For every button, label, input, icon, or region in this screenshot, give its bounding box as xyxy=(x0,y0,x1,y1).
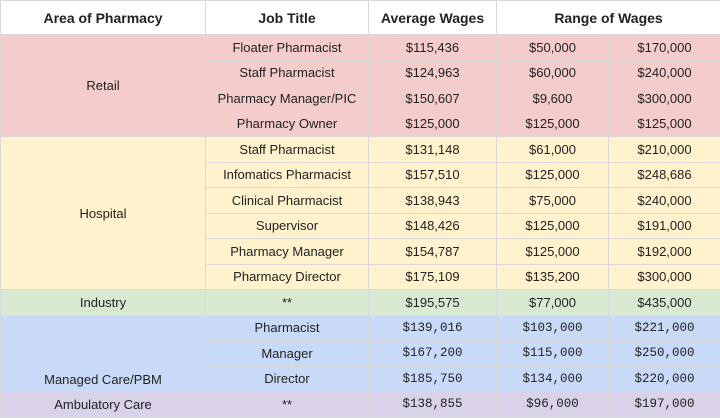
area-cell: Hospital xyxy=(1,137,206,290)
range-max-cell: $300,000 xyxy=(609,264,720,290)
range-max-cell: $197,000 xyxy=(609,392,720,418)
job-title-cell: Staff Pharmacist xyxy=(206,137,369,163)
range-min-cell: $115,000 xyxy=(497,341,609,367)
job-title-cell: Staff Pharmacist xyxy=(206,60,369,86)
job-title-cell: Manager xyxy=(206,341,369,367)
job-title-cell: Director xyxy=(206,366,369,392)
range-min-cell: $50,000 xyxy=(497,35,609,61)
job-title-cell: Pharmacy Manager xyxy=(206,239,369,265)
average-wage-cell: $124,963 xyxy=(369,60,497,86)
range-min-cell: $77,000 xyxy=(497,290,609,316)
range-max-cell: $240,000 xyxy=(609,60,720,86)
job-title-cell: Pharmacy Owner xyxy=(206,111,369,137)
average-wage-cell: $131,148 xyxy=(369,137,497,163)
job-title-cell: Pharmacy Director xyxy=(206,264,369,290)
range-max-cell: $435,000 xyxy=(609,290,720,316)
average-wage-cell: $150,607 xyxy=(369,86,497,112)
average-wage-cell: $154,787 xyxy=(369,239,497,265)
range-min-cell: $135,200 xyxy=(497,264,609,290)
range-min-cell: $75,000 xyxy=(497,188,609,214)
average-wage-cell: $157,510 xyxy=(369,162,497,188)
range-max-cell: $220,000 xyxy=(609,366,720,392)
job-title-cell: Supervisor xyxy=(206,213,369,239)
header-range-of-wages: Range of Wages xyxy=(497,1,720,35)
header-row: Area of Pharmacy Job Title Average Wages… xyxy=(1,1,720,35)
table-row: Ambulatory Care**$138,855$96,000$197,000 xyxy=(1,392,720,418)
range-max-cell: $300,000 xyxy=(609,86,720,112)
range-max-cell: $191,000 xyxy=(609,213,720,239)
job-title-cell: ** xyxy=(206,290,369,316)
range-max-cell: $125,000 xyxy=(609,111,720,137)
table-row: Industry**$195,575$77,000$435,000 xyxy=(1,290,720,316)
range-max-cell: $221,000 xyxy=(609,315,720,341)
average-wage-cell: $167,200 xyxy=(369,341,497,367)
header-average-wages: Average Wages xyxy=(369,1,497,35)
range-min-cell: $134,000 xyxy=(497,366,609,392)
range-max-cell: $210,000 xyxy=(609,137,720,163)
range-max-cell: $248,686 xyxy=(609,162,720,188)
header-job-title: Job Title xyxy=(206,1,369,35)
range-max-cell: $170,000 xyxy=(609,35,720,61)
range-min-cell: $125,000 xyxy=(497,239,609,265)
average-wage-cell: $125,000 xyxy=(369,111,497,137)
average-wage-cell: $148,426 xyxy=(369,213,497,239)
job-title-cell: ** xyxy=(206,392,369,418)
range-min-cell: $9,600 xyxy=(497,86,609,112)
area-cell: Industry xyxy=(1,290,206,316)
range-min-cell: $60,000 xyxy=(497,60,609,86)
area-cell: Retail xyxy=(1,35,206,137)
job-title-cell: Infomatics Pharmacist xyxy=(206,162,369,188)
range-max-cell: $250,000 xyxy=(609,341,720,367)
range-min-cell: $125,000 xyxy=(497,111,609,137)
range-min-cell: $103,000 xyxy=(497,315,609,341)
average-wage-cell: $138,855 xyxy=(369,392,497,418)
job-title-cell: Pharmacist xyxy=(206,315,369,341)
range-min-cell: $61,000 xyxy=(497,137,609,163)
average-wage-cell: $138,943 xyxy=(369,188,497,214)
range-min-cell: $96,000 xyxy=(497,392,609,418)
average-wage-cell: $175,109 xyxy=(369,264,497,290)
area-cell: Managed Care/PBM xyxy=(1,315,206,392)
range-max-cell: $192,000 xyxy=(609,239,720,265)
average-wage-cell: $115,436 xyxy=(369,35,497,61)
average-wage-cell: $195,575 xyxy=(369,290,497,316)
job-title-cell: Floater Pharmacist xyxy=(206,35,369,61)
job-title-cell: Pharmacy Manager/PIC xyxy=(206,86,369,112)
range-min-cell: $125,000 xyxy=(497,162,609,188)
average-wage-cell: $139,016 xyxy=(369,315,497,341)
range-min-cell: $125,000 xyxy=(497,213,609,239)
average-wage-cell: $185,750 xyxy=(369,366,497,392)
header-area: Area of Pharmacy xyxy=(1,1,206,35)
job-title-cell: Clinical Pharmacist xyxy=(206,188,369,214)
range-max-cell: $240,000 xyxy=(609,188,720,214)
area-cell: Ambulatory Care xyxy=(1,392,206,418)
